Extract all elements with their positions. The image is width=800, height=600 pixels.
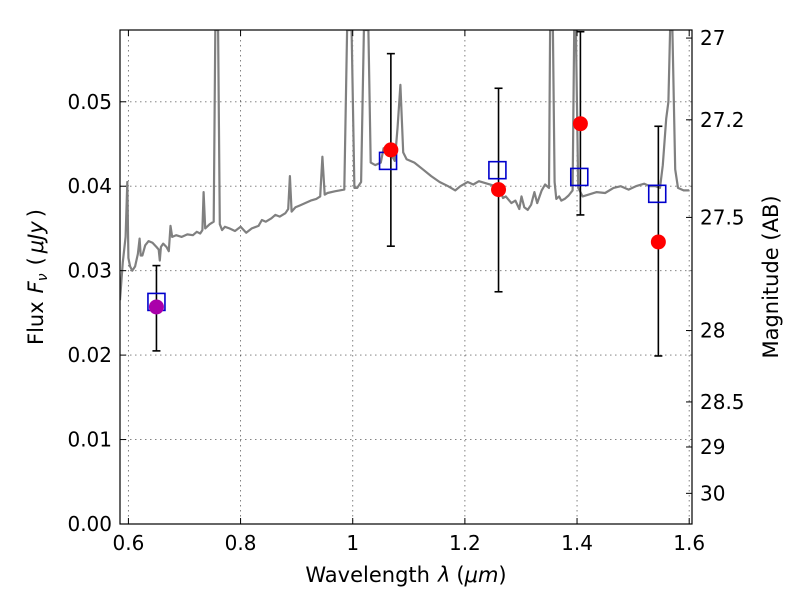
model-photometry-point [488,160,507,180]
x-tick-label: 1.2 [449,531,481,555]
x-axis-label-unit: μm [464,563,499,587]
y2-tick-label: 27 [700,26,725,50]
observed-photometry-point [383,142,399,158]
x-tick-label: 1 [346,531,359,555]
y2-tick-label: 27.5 [700,205,745,229]
y2-tick-label: 27.2 [700,108,745,132]
x-tick-label: 0.6 [113,531,145,555]
observed-photometry-layer [148,116,666,315]
observed-photometry-point [650,234,666,250]
spectrum-layer [120,30,690,301]
y-tick-label: 0.04 [67,174,112,198]
x-tick-label: 0.8 [225,531,257,555]
y-tick-label: 0.03 [67,259,112,283]
y-axis-label: FluxFν(μJy) [24,209,51,345]
observed-photometry-point [148,299,164,315]
y2-axis: 27 27.2 27.5 28 28.5 29 30 [686,26,745,505]
observed-photometry-point [572,116,588,132]
y-tick-label: 0.01 [67,428,112,452]
plot-frame [119,29,693,525]
x-tick-label: 1.6 [673,531,705,555]
model-photometry-point [647,184,667,204]
x-axis-label-text: Wavelength [305,563,430,587]
x-tick-label: 1.4 [561,531,593,555]
x-axis-label-symbol: λ [437,563,450,587]
y2-tick-label: 29 [700,435,725,459]
y-axis: 0.00 0.01 0.02 0.03 0.04 0.05 [67,90,126,536]
model-photometry-point [569,167,589,187]
model-spectrum-line [120,30,690,301]
y-axis-label-unit: μJy [24,221,48,255]
y2-tick-label: 28 [700,319,725,343]
y2-tick-label: 28.5 [700,390,745,414]
x-axis: 0.6 0.8 1 1.2 1.4 1.6 [113,30,705,555]
x-axis-label: Wavelength λ (μm) [305,563,506,587]
observed-photometry-point [491,182,507,198]
y-tick-label: 0.02 [67,343,112,367]
y2-axis-label: Magnitude (AB) [759,195,783,358]
plot-background [120,30,692,524]
y-axis-label-text: Flux [24,301,48,345]
y-axis-label-symbol: F [24,280,48,293]
y-tick-label: 0.00 [67,512,112,536]
y-tick-label: 0.05 [67,90,112,114]
y-axis-label-subscript: ν [35,273,51,281]
y2-tick-label: 30 [700,481,725,505]
